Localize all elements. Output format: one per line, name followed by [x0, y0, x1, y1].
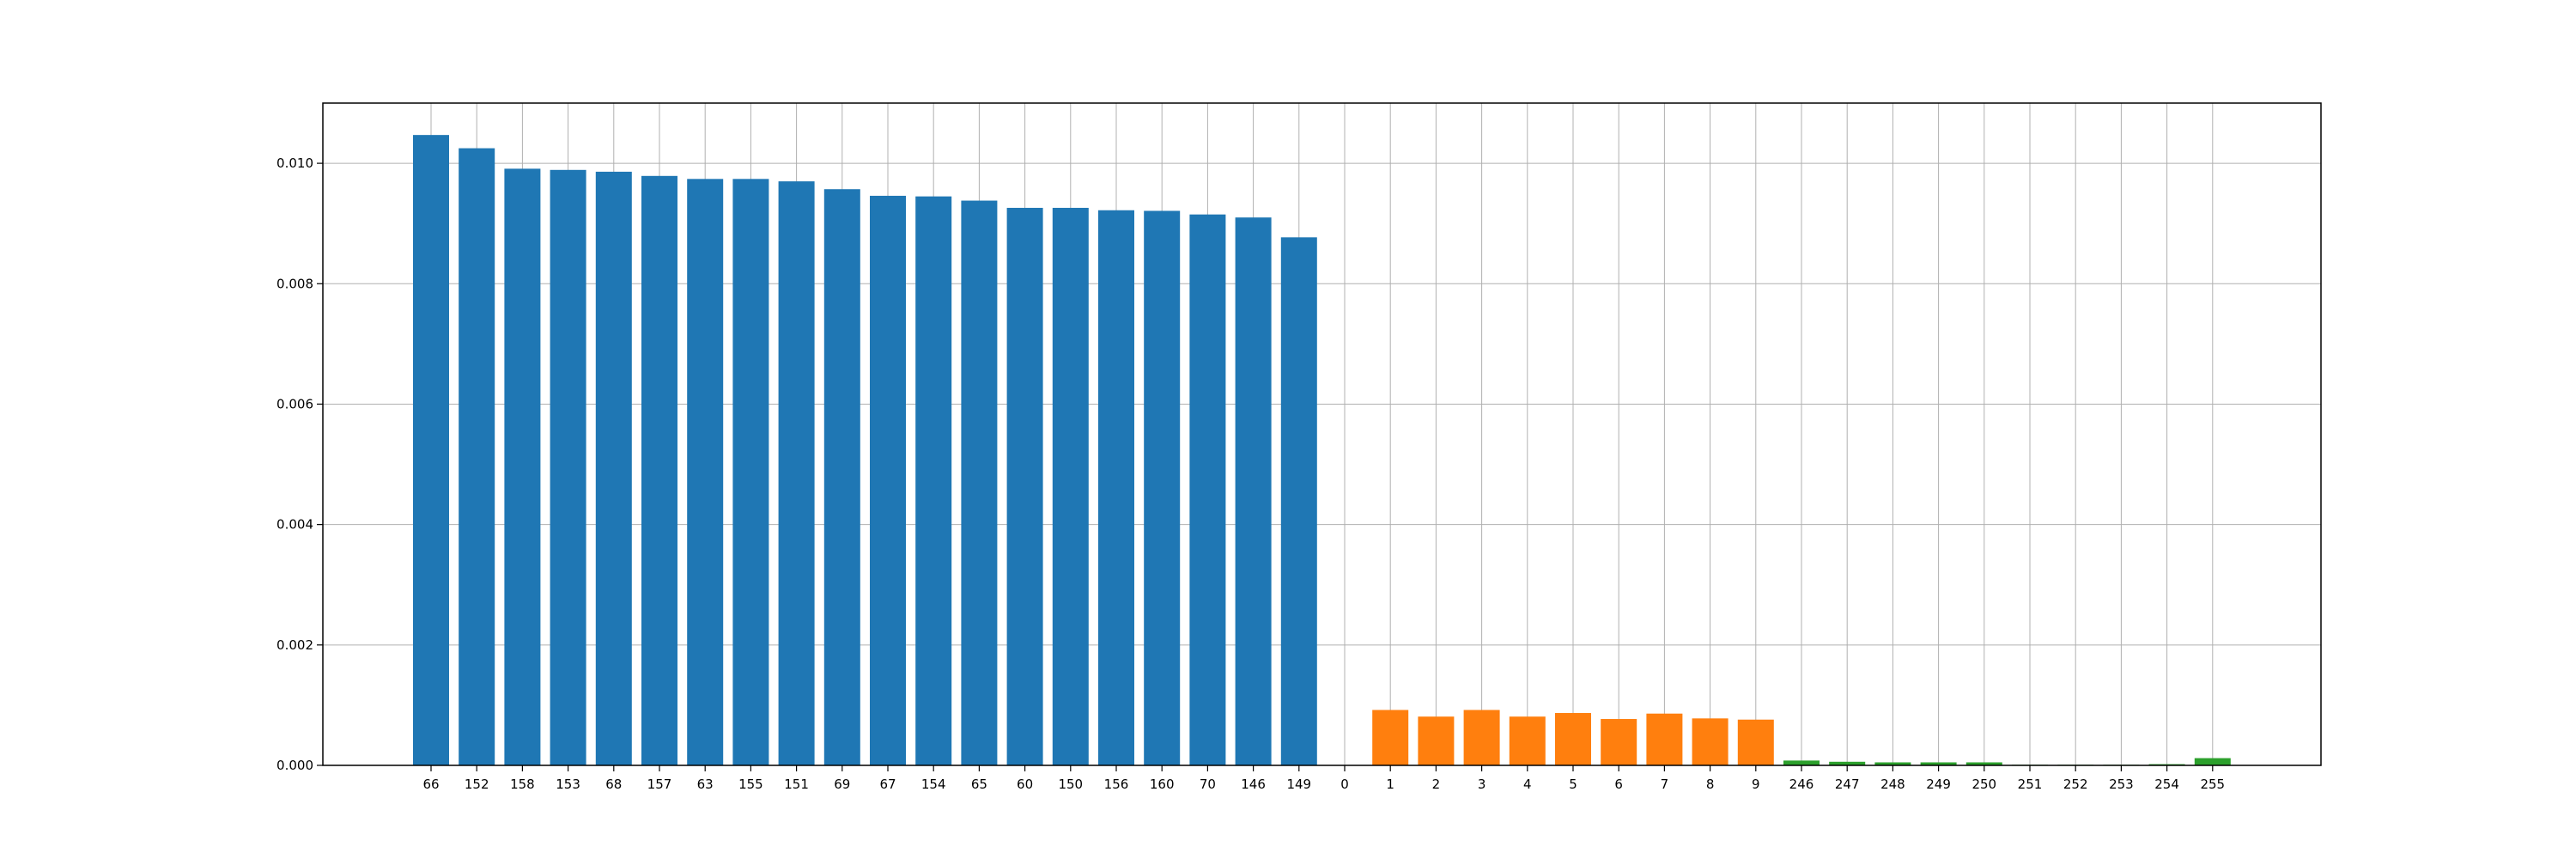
x-tick-label: 2: [1432, 777, 1441, 792]
x-tick-label: 250: [1971, 777, 1996, 792]
x-tick-label: 152: [465, 777, 489, 792]
bar-2: [1418, 716, 1455, 765]
bar-151: [778, 181, 815, 766]
y-axis: 0.000 0.002 0.004 0.006 0.008 0.010: [276, 155, 323, 773]
bar-156: [1098, 210, 1134, 765]
x-tick-label: 154: [921, 777, 946, 792]
x-tick-label: 4: [1523, 777, 1532, 792]
bar-8: [1692, 718, 1728, 765]
x-tick-label: 251: [2018, 777, 2043, 792]
bar-65: [961, 200, 998, 766]
bar-149: [1280, 237, 1317, 765]
y-tick-label: 0.000: [276, 758, 313, 773]
bar-158: [504, 168, 541, 765]
bar-250: [1965, 762, 2002, 765]
bar-3: [1463, 710, 1500, 765]
y-tick-label: 0.010: [276, 155, 313, 171]
x-tick-label: 249: [1926, 777, 1951, 792]
x-tick-label: 0: [1340, 777, 1349, 792]
x-tick-label: 6: [1614, 777, 1623, 792]
bar-5: [1555, 713, 1591, 765]
x-tick-label: 160: [1150, 777, 1175, 792]
bar-150: [1052, 207, 1089, 765]
x-tick-label: 66: [422, 777, 439, 792]
bar-4: [1509, 716, 1546, 765]
x-tick-label: 247: [1835, 777, 1860, 792]
bar-68: [595, 171, 632, 766]
x-tick-label: 67: [879, 777, 896, 792]
y-tick-label: 0.008: [276, 276, 313, 291]
bar-layer: [413, 135, 2231, 766]
x-tick-label: 63: [697, 777, 714, 792]
bar-63: [687, 179, 724, 765]
x-tick-label: 157: [647, 777, 672, 792]
x-tick-label: 248: [1880, 777, 1905, 792]
x-tick-label: 8: [1706, 777, 1715, 792]
bar-153: [550, 169, 586, 765]
bar-246: [1783, 760, 1820, 765]
bar-249: [1920, 762, 1957, 765]
y-tick-label: 0.006: [276, 396, 313, 411]
x-tick-label: 155: [738, 777, 763, 792]
bar-67: [870, 195, 906, 765]
bar-146: [1235, 217, 1272, 765]
x-tick-label: 3: [1478, 777, 1486, 792]
x-tick-label: 158: [510, 777, 535, 792]
bar-248: [1874, 762, 1911, 765]
bar-152: [459, 148, 495, 765]
x-tick-label: 5: [1569, 777, 1577, 792]
x-tick-label: 151: [784, 777, 809, 792]
bar-247: [1829, 761, 1866, 765]
bar-70: [1189, 214, 1226, 765]
x-tick-label: 70: [1200, 777, 1216, 792]
x-tick-label: 252: [2063, 777, 2088, 792]
bar-9: [1737, 719, 1774, 765]
x-tick-label: 150: [1058, 777, 1083, 792]
x-tick-label: 153: [556, 777, 580, 792]
bar-1: [1372, 710, 1409, 765]
x-tick-label: 146: [1241, 777, 1266, 792]
bar-155: [732, 179, 769, 765]
bar-157: [641, 175, 677, 765]
x-tick-label: 69: [834, 777, 850, 792]
y-tick-label: 0.002: [276, 637, 313, 653]
x-tick-label: 60: [1017, 777, 1033, 792]
bar-66: [413, 135, 449, 765]
x-axis: 66 152 158 153 68 157 63 155 151 69 67 154 65 60 150 15…: [422, 765, 2225, 792]
x-tick-label: 156: [1104, 777, 1129, 792]
x-tick-label: 9: [1752, 777, 1760, 792]
bar-60: [1006, 207, 1043, 765]
bar-69: [823, 189, 860, 766]
bar-160: [1144, 210, 1181, 766]
x-tick-label: 65: [971, 777, 987, 792]
x-tick-label: 68: [605, 777, 622, 792]
x-tick-label: 253: [2109, 777, 2134, 792]
x-tick-label: 246: [1789, 777, 1814, 792]
bar-154: [915, 196, 952, 765]
bar-7: [1646, 713, 1683, 765]
bar-6: [1601, 719, 1637, 765]
axes-frame: [322, 102, 2322, 766]
x-tick-label: 7: [1661, 777, 1669, 792]
x-tick-label: 149: [1286, 777, 1311, 792]
x-tick-label: 254: [2154, 777, 2179, 792]
y-tick-label: 0.004: [276, 517, 313, 533]
x-tick-label: 1: [1386, 777, 1394, 792]
bar-255: [2194, 758, 2231, 765]
x-tick-label: 255: [2200, 777, 2225, 792]
